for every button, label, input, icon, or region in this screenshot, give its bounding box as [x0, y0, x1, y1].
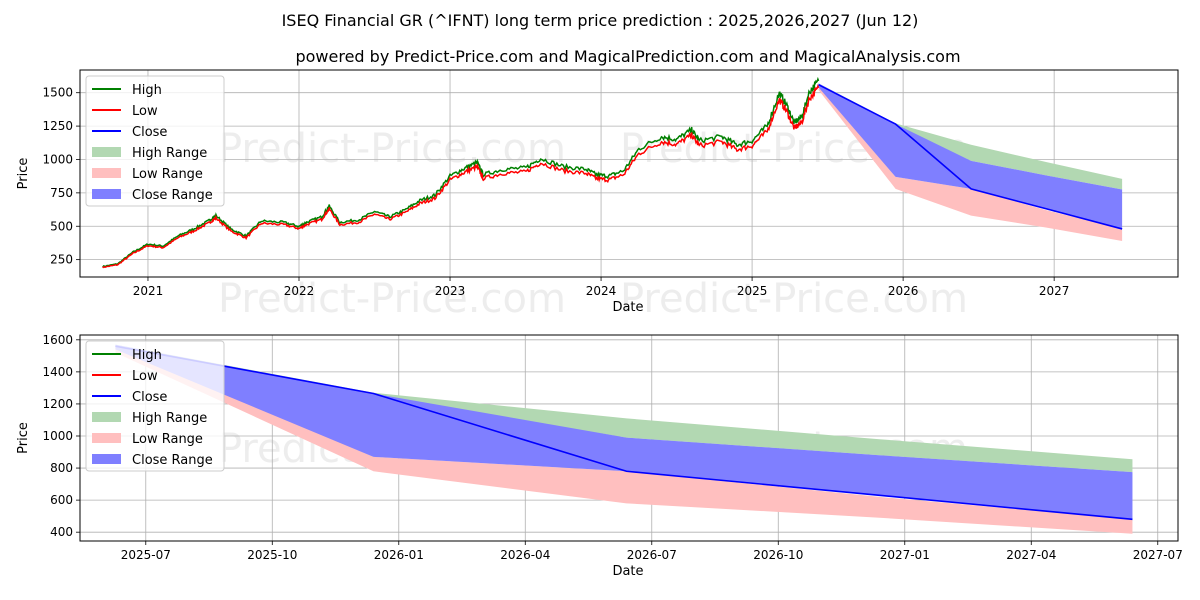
watermark: Predict-Price.com — [218, 126, 566, 172]
watermark: Predict-Price.com — [218, 276, 566, 322]
legend-label: High Range — [132, 411, 207, 426]
legend-label: Low Range — [132, 432, 203, 447]
close-range-band — [818, 83, 1123, 229]
legend-label: Close — [132, 125, 167, 140]
high-range-band — [818, 83, 1123, 190]
legend-label: Close Range — [132, 188, 213, 203]
legend-swatch — [92, 454, 121, 464]
y-tick-label: 1250 — [42, 119, 73, 133]
chart-subtitle: powered by Predict-Price.com and Magical… — [295, 47, 960, 66]
bottom-chart-panel: 2025-07 2025-10 2026-01 2026-04 2026-07 2026-… — [16, 333, 1183, 579]
y-axis-label: Price — [16, 422, 31, 454]
low-series-line — [102, 83, 820, 269]
plot-frame — [79, 334, 1179, 542]
y-tick-label: 400 — [50, 525, 73, 539]
legend-label: Low Range — [132, 167, 203, 182]
legend-label: High — [132, 348, 162, 363]
x-tick-label: 2026-04 — [500, 548, 550, 562]
close-series-line — [818, 83, 1123, 230]
y-tick-label: 1400 — [42, 365, 73, 379]
x-axis-label: Date — [612, 300, 643, 315]
x-tick-label: 2027 — [1039, 284, 1070, 298]
x-tick-label: 2026 — [888, 284, 919, 298]
x-tick-label: 2026-01 — [374, 548, 424, 562]
legend-swatch — [92, 412, 121, 422]
legend-label: Close — [132, 390, 167, 405]
y-tick-label: 1500 — [42, 86, 73, 100]
legend-label: Low — [132, 369, 158, 384]
y-axis-label: Price — [16, 158, 31, 190]
x-tick-label: 2025-10 — [247, 548, 297, 562]
y-tick-label: 250 — [50, 253, 73, 267]
x-tick-label: 2023 — [435, 284, 466, 298]
x-tick-label: 2025-07 — [121, 548, 171, 562]
low-range-band — [818, 84, 1123, 241]
x-tick-label: 2026-10 — [753, 548, 803, 562]
x-tick-label: 2022 — [284, 284, 315, 298]
legend-swatch — [92, 189, 121, 199]
x-tick-label: 2027-07 — [1133, 548, 1183, 562]
y-tick-label: 600 — [50, 493, 73, 507]
x-tick-label: 2026-07 — [627, 548, 677, 562]
y-tick-label: 1200 — [42, 397, 73, 411]
top-chart-panel: 2021 2022 2023 2024 2025 2026 2027 250 500 750 100… — [16, 69, 1179, 315]
y-tick-label: 1600 — [42, 333, 73, 347]
x-tick-label: 2025 — [737, 284, 768, 298]
y-tick-label: 500 — [50, 219, 73, 233]
legend-swatch — [92, 433, 121, 443]
close-series-line — [115, 345, 1133, 521]
close-range-band — [115, 344, 1133, 520]
legend-label: Close Range — [132, 453, 213, 468]
chart-title: ISEQ Financial GR (^IFNT) long term pric… — [282, 11, 919, 30]
y-tick-label: 800 — [50, 461, 73, 475]
x-tick-label: 2027-01 — [880, 548, 930, 562]
low-range-band — [115, 346, 1133, 534]
x-tick-label: 2021 — [133, 284, 164, 298]
y-tick-label: 1000 — [42, 152, 73, 166]
legend-swatch — [92, 147, 121, 157]
y-tick-label: 1000 — [42, 429, 73, 443]
high-series-line — [102, 76, 820, 268]
x-axis-label: Date — [612, 564, 643, 579]
legend-label: High Range — [132, 146, 207, 161]
high-range-band — [115, 344, 1133, 473]
x-tick-label: 2027-04 — [1006, 548, 1056, 562]
y-tick-label: 750 — [50, 186, 73, 200]
plot-frame — [79, 69, 1179, 278]
legend-swatch — [92, 168, 121, 178]
x-tick-label: 2024 — [586, 284, 617, 298]
legend-label: High — [132, 83, 162, 98]
watermark: Predict-Price.com — [620, 276, 968, 322]
legend-label: Low — [132, 104, 158, 119]
